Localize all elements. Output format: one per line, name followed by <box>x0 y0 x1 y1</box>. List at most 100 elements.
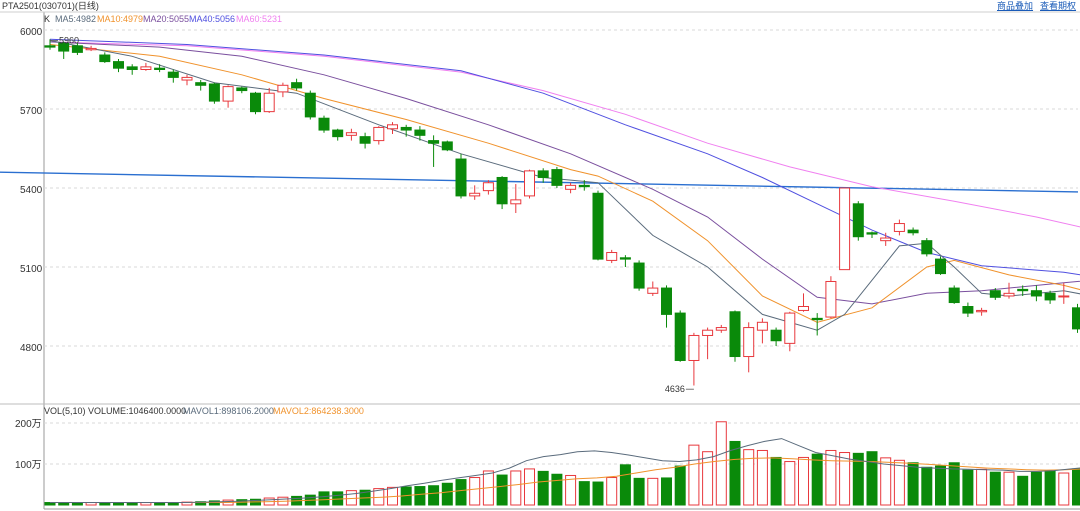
volume-bar <box>318 491 330 506</box>
volume-bar <box>428 485 440 506</box>
candle-body <box>811 317 823 321</box>
ma60-line <box>49 41 1080 228</box>
candle-body <box>113 61 124 69</box>
volume-legend: VOL(5,10) VOLUME:1046400.0000 MAVOL1:898… <box>44 406 364 416</box>
candle-body <box>208 83 220 102</box>
legend-prefix: K <box>44 14 50 24</box>
overlay-commodity-link[interactable]: 商品叠加 <box>997 1 1034 11</box>
volume-bar <box>852 452 864 506</box>
volume-bar <box>496 474 508 506</box>
low-annotation: 4636 <box>665 384 694 394</box>
legend-ma20: MA20:5055 <box>143 14 189 24</box>
volume-bar <box>1058 472 1070 506</box>
candle-body <box>140 66 152 71</box>
ma5-line <box>49 40 1080 331</box>
volume-bar <box>1003 471 1015 506</box>
volume-bar <box>743 449 755 506</box>
volume-bar <box>1030 471 1042 506</box>
legend-ma10: MA10:4979 <box>97 14 143 24</box>
candle-body <box>359 136 371 144</box>
candle-body <box>674 312 686 361</box>
volume-bar <box>1017 475 1029 506</box>
candle-body <box>784 312 796 344</box>
candle-body <box>99 54 111 63</box>
volume-bar <box>715 421 727 506</box>
candle-body <box>496 176 508 205</box>
candle-body <box>702 329 714 336</box>
price-legend: K MA5:4982 MA10:4979 MA20:5055 MA40:5056… <box>44 14 282 24</box>
volume-bar <box>948 462 960 506</box>
top-bar: PTA2501(030701)(日线) 商品叠加 查看期权 <box>0 0 1080 12</box>
volume-bar <box>921 466 933 506</box>
volume-bar <box>414 486 426 506</box>
volume-bar <box>619 464 631 506</box>
candle-body <box>866 232 878 235</box>
volume-bar <box>893 459 905 506</box>
volume-bar <box>332 491 344 506</box>
volume-tick: 100万 <box>15 460 42 471</box>
price-tick: 5700 <box>20 106 43 117</box>
instrument-title: PTA2501(030701)(日线) <box>2 1 99 11</box>
grid-layer <box>0 11 1080 510</box>
candle-body <box>222 86 234 102</box>
volume-bar <box>784 461 796 506</box>
volume-bar <box>976 468 988 506</box>
candle-body <box>921 240 933 255</box>
horizontal-line <box>0 171 1079 193</box>
volume-bar <box>770 456 782 506</box>
view-options-link[interactable]: 查看期权 <box>1040 1 1077 11</box>
candlesticks <box>44 39 1080 386</box>
candle-body <box>825 280 837 318</box>
volume-bar <box>839 452 851 506</box>
volume-averages <box>50 438 1080 503</box>
candle-body <box>1017 288 1029 292</box>
vol-legend-prefix: VOL(5,10) VOLUME:1046400.0000 <box>44 406 186 416</box>
candle-body <box>236 87 248 92</box>
candle-body <box>661 287 672 315</box>
candle-body <box>85 47 97 51</box>
volume-bar <box>702 451 714 506</box>
candle-body <box>277 84 289 93</box>
volume-bar <box>729 440 741 506</box>
volume-bar <box>688 444 700 506</box>
candle-body <box>441 141 453 151</box>
mavol1-line <box>50 438 1080 503</box>
volume-bar <box>674 465 686 506</box>
candle-body <box>400 126 412 131</box>
candle-body <box>633 262 645 289</box>
high-label: 5960 <box>59 36 79 46</box>
high-annotation: 5960 <box>50 36 79 46</box>
candle-body <box>126 66 138 71</box>
volume-tick: 200万 <box>15 419 42 430</box>
candle-body <box>154 67 166 71</box>
volume-bar <box>962 469 974 506</box>
support-line <box>0 171 1079 193</box>
candle-body <box>962 306 974 314</box>
candle-body <box>619 257 631 260</box>
legend-ma5: MA5:4982 <box>55 14 96 24</box>
volume-bar <box>935 465 946 506</box>
price-axis: 6000 5700 5400 5100 4800 <box>20 27 43 354</box>
candle-body <box>893 223 905 232</box>
volume-bar <box>606 477 618 506</box>
candle-body <box>482 182 494 192</box>
candle-body <box>880 237 892 242</box>
candle-body <box>852 203 864 238</box>
candle-body <box>537 170 549 178</box>
candle-body <box>688 334 700 361</box>
price-tick: 4800 <box>20 343 43 354</box>
ma10-line <box>49 44 1080 323</box>
volume-bar <box>1044 470 1056 506</box>
candle-body <box>428 140 440 144</box>
candle-body <box>756 321 768 331</box>
candle-body <box>469 192 481 197</box>
candle-body <box>332 129 344 138</box>
ma20-line <box>49 41 1080 305</box>
candle-body <box>729 311 741 358</box>
candle-body <box>304 92 316 118</box>
candle-body <box>976 309 988 313</box>
candle-body <box>263 92 275 113</box>
volume-bar <box>880 457 892 506</box>
candle-body <box>58 42 70 52</box>
